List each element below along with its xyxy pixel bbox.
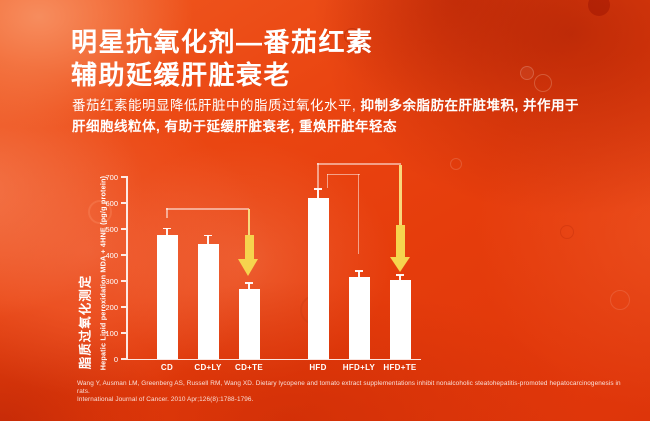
intro-bold-text-1: 抑制多余脂肪在肝脏堆积, 并作用于 [360, 98, 580, 113]
bubble-decoration [450, 158, 462, 170]
x-category-label: HFD+TE [383, 362, 417, 372]
y-tick-mark [120, 176, 126, 178]
citation: Wang Y, Ausman LM, Greenberg AS, Russell… [77, 380, 622, 403]
title-line-2: 辅助延缓肝脏衰老 [71, 60, 292, 90]
significance-bracket-cd [166, 208, 249, 210]
y-tick-mark [120, 306, 126, 308]
significance-bracket-hfd-outer [317, 163, 401, 165]
error-bar-cap [163, 227, 171, 230]
y-tick-label: 700 [105, 172, 118, 182]
data-bar [307, 197, 329, 359]
error-bar-stem [248, 282, 250, 290]
arrow-tail [247, 209, 251, 236]
y-axis-label-chinese: 脂质过氧化测定 [78, 274, 93, 370]
bubble-decoration [588, 0, 610, 16]
bubble-decoration [344, 28, 360, 44]
y-tick-mark [120, 254, 126, 256]
bubble-decoration [560, 225, 574, 239]
bubble-decoration [520, 66, 534, 80]
bubble-decoration [534, 74, 552, 92]
error-bar-stem [166, 228, 168, 235]
x-category-label: CD [160, 362, 174, 372]
intro-paragraph: 番茄红素能明显降低肝脏中的脂质过氧化水平, 抑制多余脂肪在肝脏堆积, 并作用于肝… [72, 96, 579, 137]
error-bar-cap [245, 282, 253, 284]
data-bar [389, 279, 411, 359]
x-category-label: HFD+LY [342, 362, 376, 372]
data-bar [156, 234, 178, 359]
significance-bracket-hfd-outer [317, 163, 319, 188]
arrow-body [244, 235, 254, 259]
y-tick-mark [120, 202, 126, 204]
y-tick-label: 400 [105, 250, 118, 260]
error-bar-cap [314, 188, 322, 190]
error-bar-stem [207, 235, 209, 244]
error-bar-cap [396, 274, 404, 276]
error-bar-stem [317, 188, 319, 198]
y-tick-mark [120, 358, 126, 360]
y-tick-mark [120, 228, 126, 230]
x-category-label: HFD [309, 362, 327, 372]
data-bar [238, 289, 260, 359]
data-bar [197, 243, 219, 359]
arrow-head-icon [389, 257, 410, 272]
y-tick-mark [120, 280, 126, 282]
y-tick-label: 200 [105, 302, 118, 312]
error-bar-stem [399, 274, 401, 280]
significance-bracket-hfd-inner [326, 173, 329, 188]
significance-bracket-cd [166, 208, 168, 218]
y-tick-label: 100 [105, 328, 118, 338]
page-title: 明星抗氧化剂—番茄红素 辅助延缓肝脏衰老 [71, 26, 374, 92]
error-bar-cap [204, 234, 212, 237]
arrow-tail [399, 164, 402, 226]
y-tick-label: 0 [113, 354, 118, 364]
citation-line-2: International Journal of Cancer. 2010 Ap… [77, 395, 254, 403]
data-bar [348, 277, 370, 359]
bubble-decoration [358, 38, 369, 49]
citation-line-1: Wang Y, Ausman LM, Greenberg AS, Russell… [77, 380, 621, 395]
x-axis-line [126, 358, 421, 361]
significance-bracket-hfd-inner [326, 173, 360, 176]
significance-bracket-hfd-inner [357, 173, 360, 254]
error-bar-stem [358, 270, 360, 278]
y-tick-label: 300 [105, 276, 118, 286]
y-axis-line [126, 176, 128, 359]
error-bar-cap [355, 270, 363, 272]
x-category-label: CD+TE [235, 362, 263, 372]
bubble-decoration [88, 200, 112, 224]
intro-bold-text-2: 肝细胞线粒体, 有助于延缓肝脏衰老, 重焕肝脏年轻态 [72, 118, 398, 134]
intro-normal-text: 番茄红素能明显降低肝脏中的脂质过氧化水平, [72, 98, 361, 113]
y-tick-label: 500 [105, 224, 118, 234]
y-tick-mark [120, 332, 126, 334]
y-tick-label: 600 [105, 198, 118, 208]
title-line-1: 明星抗氧化剂—番茄红素 [71, 27, 374, 57]
bubble-decoration [610, 290, 630, 310]
x-category-label: CD+LY [194, 362, 222, 372]
arrow-head-icon [238, 259, 259, 276]
arrow-body [395, 225, 405, 257]
